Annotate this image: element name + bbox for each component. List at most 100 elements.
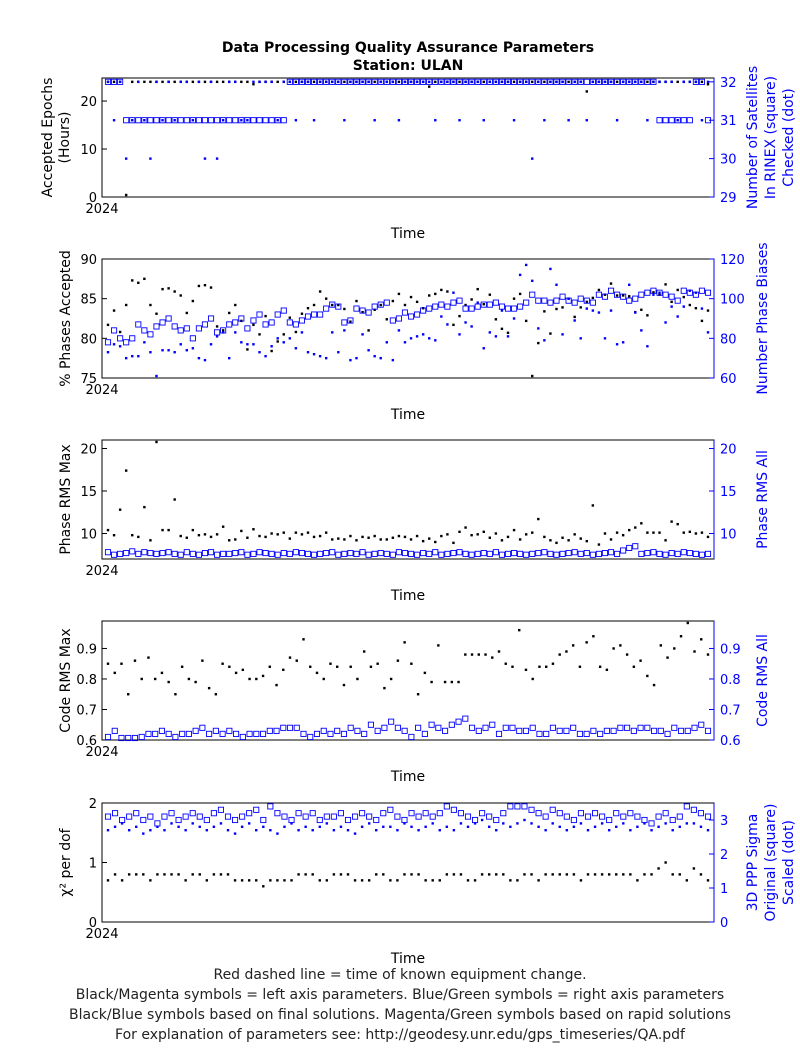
data-point-dot bbox=[678, 873, 681, 876]
data-point-dot bbox=[215, 335, 219, 338]
left-tick-label: 2 bbox=[89, 797, 97, 812]
data-point-square bbox=[553, 78, 560, 85]
data-point-square bbox=[648, 820, 655, 827]
data-point-square bbox=[183, 117, 190, 124]
data-point-square bbox=[432, 549, 439, 556]
data-point-square bbox=[498, 303, 505, 310]
data-point-square bbox=[214, 117, 221, 124]
series-3 bbox=[106, 263, 710, 378]
data-point-dot bbox=[434, 292, 437, 296]
figure-title: Data Processing Quality Assurance Parame… bbox=[222, 40, 594, 56]
data-point-dot bbox=[598, 665, 602, 668]
data-point-square bbox=[504, 550, 512, 557]
data-point-dot bbox=[482, 347, 485, 350]
data-point-square bbox=[214, 329, 221, 336]
data-point-dot bbox=[167, 680, 170, 684]
data-point-dot bbox=[198, 873, 201, 876]
right-axis-label: Phase RMS All bbox=[755, 450, 771, 549]
qa-charts: Data Processing Quality Assurance Parame… bbox=[40, 40, 797, 967]
data-point-square bbox=[691, 724, 698, 731]
data-point-square bbox=[141, 117, 148, 124]
data-point-dot bbox=[640, 308, 643, 311]
data-point-square bbox=[553, 551, 560, 558]
data-point-square bbox=[662, 551, 669, 558]
data-point-dot bbox=[537, 341, 540, 345]
data-point-dot bbox=[464, 321, 467, 324]
data-point-dot bbox=[658, 531, 661, 534]
data-point-square bbox=[141, 549, 148, 556]
data-point-square bbox=[474, 550, 481, 557]
data-point-square bbox=[680, 287, 687, 294]
data-point-square bbox=[495, 730, 503, 737]
data-point-square bbox=[511, 78, 518, 85]
data-point-dot bbox=[318, 534, 322, 538]
data-point-dot bbox=[531, 374, 534, 378]
data-point-dot bbox=[694, 80, 698, 84]
data-point-dot bbox=[676, 80, 679, 84]
data-point-dot bbox=[578, 665, 582, 668]
data-point-square bbox=[183, 325, 190, 332]
data-point-square bbox=[529, 78, 536, 85]
data-point-dot bbox=[203, 533, 207, 536]
data-point-dot bbox=[421, 333, 425, 336]
data-point-dot bbox=[226, 829, 230, 832]
data-point-dot bbox=[524, 319, 528, 323]
data-point-dot bbox=[549, 539, 552, 542]
data-point-square bbox=[183, 549, 190, 556]
data-point-square bbox=[547, 550, 554, 557]
data-point-square bbox=[664, 730, 671, 737]
data-point-square bbox=[492, 78, 499, 85]
data-point-dot bbox=[219, 873, 223, 876]
data-point-dot bbox=[646, 80, 649, 84]
x-start-label: 2024 bbox=[85, 745, 118, 760]
data-point-dot bbox=[112, 309, 116, 312]
data-point-dot bbox=[349, 358, 352, 362]
data-point-square bbox=[153, 323, 160, 330]
data-point-dot bbox=[275, 683, 278, 687]
data-point-dot bbox=[127, 693, 130, 696]
data-point-square bbox=[492, 549, 499, 556]
data-point-square bbox=[195, 551, 202, 558]
data-point-dot bbox=[511, 665, 514, 668]
plot-area bbox=[101, 802, 715, 923]
data-point-square bbox=[293, 724, 300, 731]
data-point-square bbox=[262, 321, 269, 328]
data-point-dot bbox=[615, 80, 619, 84]
data-point-dot bbox=[264, 535, 267, 539]
data-point-square bbox=[365, 78, 372, 85]
footer-line-1: Red dashed line = time of known equipmen… bbox=[213, 967, 587, 983]
data-point-dot bbox=[706, 879, 710, 882]
data-point-square bbox=[153, 117, 160, 124]
plot-area bbox=[101, 439, 715, 560]
data-point-dot bbox=[191, 80, 195, 84]
data-point-dot bbox=[349, 665, 352, 668]
data-point-dot bbox=[502, 873, 505, 876]
data-point-dot bbox=[431, 822, 434, 825]
data-point-dot bbox=[258, 351, 261, 354]
data-point-dot bbox=[221, 331, 225, 334]
data-point-dot bbox=[531, 279, 534, 283]
data-point-square bbox=[507, 803, 514, 810]
data-point-dot bbox=[373, 80, 376, 84]
data-point-square bbox=[359, 549, 366, 556]
data-point-dot bbox=[434, 80, 437, 84]
data-point-dot bbox=[282, 531, 285, 534]
data-point-dot bbox=[621, 294, 625, 297]
data-point-dot bbox=[445, 873, 449, 876]
data-point-square bbox=[420, 307, 427, 314]
data-point-square bbox=[444, 78, 451, 85]
data-point-square bbox=[686, 117, 693, 124]
data-point-dot bbox=[685, 879, 689, 882]
data-point-square bbox=[634, 813, 641, 820]
data-point-square bbox=[210, 810, 217, 817]
data-point-dot bbox=[415, 80, 419, 84]
data-point-square bbox=[359, 78, 366, 85]
data-point-dot bbox=[670, 305, 673, 308]
data-point-square bbox=[630, 727, 637, 734]
data-point-square bbox=[313, 730, 321, 737]
data-point-dot bbox=[120, 822, 124, 825]
data-point-dot bbox=[113, 825, 117, 828]
data-point-dot bbox=[676, 522, 679, 526]
data-point-dot bbox=[149, 303, 152, 307]
panel-1: 0 10 20 29 30 31 32 2024 Time Accepted Epochs (Hou… bbox=[40, 66, 797, 242]
